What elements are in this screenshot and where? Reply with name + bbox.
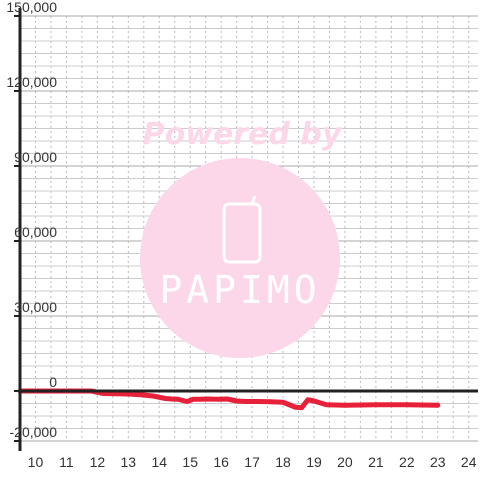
watermark-logo-text: PAPIMO: [159, 268, 320, 312]
x-tick-label: 23: [430, 454, 446, 470]
x-tick-label: 19: [306, 454, 322, 470]
x-tick-label: 12: [90, 454, 106, 470]
x-tick-label: 10: [28, 454, 44, 470]
x-tick-label: 18: [275, 454, 291, 470]
y-tick-label: -20,000: [10, 424, 58, 440]
axes: [18, 8, 478, 451]
x-tick-label: 20: [337, 454, 353, 470]
x-axis-ticks: 10 11 12 13 14 15 16 17 18 19 20 21 22 23 24: [28, 454, 477, 470]
phone-icon: [222, 195, 262, 264]
y-tick-label: 90,000: [14, 149, 57, 165]
watermark: Powered by PAPIMO: [140, 117, 343, 358]
x-tick-label: 11: [59, 454, 74, 470]
x-tick-label: 17: [244, 454, 260, 470]
y-tick-label: 30,000: [14, 299, 57, 315]
y-tick-label: 120,000: [6, 74, 57, 90]
x-tick-label: 13: [121, 454, 137, 470]
series-group: [17, 388, 441, 411]
y-tick-label: 60,000: [14, 224, 57, 240]
y-tick-label: 0: [49, 374, 57, 390]
x-tick-label: 16: [213, 454, 229, 470]
x-tick-label: 14: [151, 454, 167, 470]
y-axis-ticks: 150,000 120,000 90,000 60,000 30,000 0 -20,000: [6, 0, 58, 442]
x-tick-label: 24: [461, 454, 477, 470]
watermark-logo-circle: [140, 158, 340, 358]
y-tick-label: 150,000: [6, 0, 57, 15]
x-tick-label: 22: [399, 454, 415, 470]
x-tick-label: 21: [368, 454, 384, 470]
x-tick-label: 15: [182, 454, 198, 470]
watermark-powered-by: Powered by: [143, 117, 343, 152]
series-line-0: [17, 388, 441, 411]
